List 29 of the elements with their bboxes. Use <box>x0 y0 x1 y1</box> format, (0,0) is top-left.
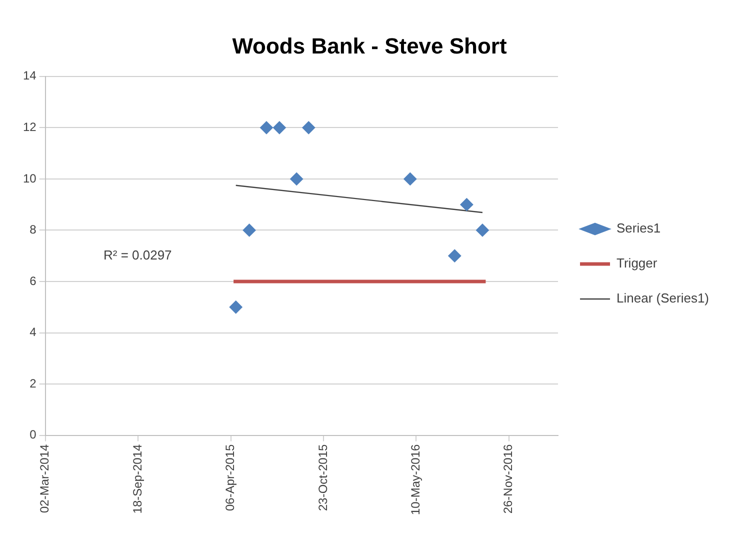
x-tick-label: 06-Apr-2015 <box>223 444 238 512</box>
annotation: R² = 0.0297 <box>103 247 172 262</box>
legend-label: Trigger <box>616 256 658 271</box>
point <box>302 121 316 134</box>
legend-label: Linear (Series1) <box>616 290 710 306</box>
y-tick-label: 10 <box>22 171 37 186</box>
legend-label: Series1 <box>616 220 661 236</box>
point <box>290 172 304 186</box>
x-tick-label: 26-Nov-2016 <box>501 444 516 514</box>
point <box>242 224 256 237</box>
y-tick-label: 2 <box>30 376 37 390</box>
y-tick-label: 4 <box>30 325 37 340</box>
point <box>272 121 286 134</box>
x-tick-label: 18-Sep-2014 <box>130 444 144 514</box>
x-tick-label: 10-May-2016 <box>408 444 422 516</box>
point <box>448 249 462 262</box>
point <box>260 121 273 134</box>
y-tick-label: 12 <box>22 120 37 134</box>
y-tick-label: 8 <box>30 222 37 237</box>
y-tick-label: 0 <box>30 428 37 442</box>
chart-title: Woods Bank - Steve Short <box>232 33 508 58</box>
y-tick-label: 6 <box>30 274 37 288</box>
point <box>404 172 417 186</box>
point <box>476 224 489 237</box>
point <box>460 198 474 212</box>
point <box>229 300 242 314</box>
x-tick-label: 02-Mar-2014 <box>38 444 52 513</box>
x-tick-label: 23-Oct-2015 <box>316 444 330 511</box>
y-tick-label: 14 <box>22 68 37 83</box>
